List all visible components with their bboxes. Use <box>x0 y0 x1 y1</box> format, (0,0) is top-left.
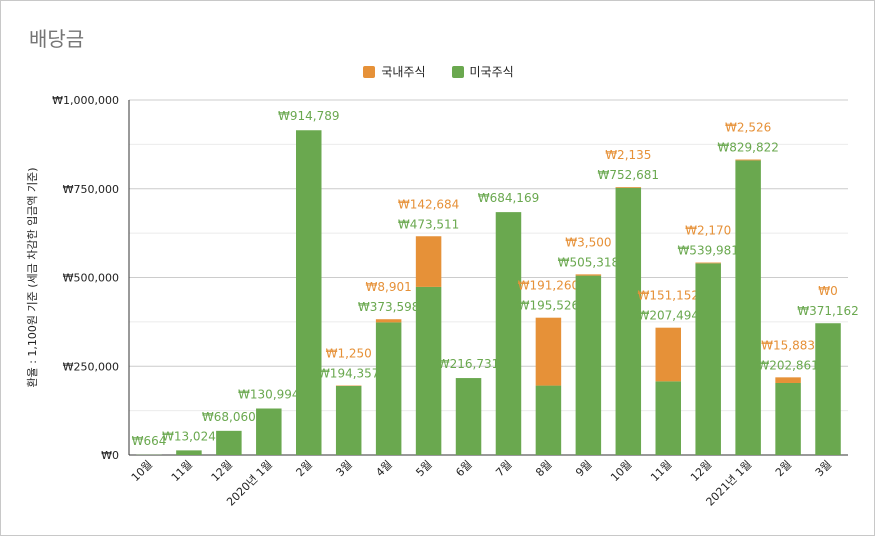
data-label-domestic: ₩151,152 <box>638 289 700 303</box>
chart-legend: 국내주식 미국주식 <box>1 63 875 80</box>
data-label-domestic: ₩15,883 <box>761 338 815 352</box>
bar-us-stock <box>615 187 642 455</box>
x-tick-label: 12월 <box>209 458 235 484</box>
x-tick-label: 4월 <box>373 458 394 479</box>
data-label-us: ₩914,789 <box>278 109 340 123</box>
data-label-us: ₩684,169 <box>478 191 540 205</box>
x-tick-label: 9월 <box>573 458 594 479</box>
y-tick-label: ₩250,000 <box>63 360 119 373</box>
data-label-us: ₩216,731 <box>438 357 500 371</box>
x-tick-label: 3월 <box>813 458 834 479</box>
legend-item-domestic[interactable]: 국내주식 <box>363 63 426 80</box>
data-label-us: ₩207,494 <box>638 309 700 323</box>
x-tick-label: 6월 <box>453 458 474 479</box>
legend-swatch-us <box>451 65 464 78</box>
data-label-us: ₩195,526 <box>518 299 580 313</box>
x-tick-label: 3월 <box>334 458 355 479</box>
bar-us-stock <box>495 212 522 455</box>
y-axis-title: 환율 : 1,100원 기준 (세금 차감한 입금액 기준) <box>26 167 39 387</box>
data-label-us: ₩829,822 <box>717 141 779 155</box>
bar-domestic-stock <box>735 159 761 161</box>
data-label-us: ₩539,981 <box>677 244 739 258</box>
bar-domestic-stock <box>535 317 562 386</box>
bar-us-stock <box>176 450 202 455</box>
x-tick-label: 2월 <box>294 458 315 479</box>
x-tick-label: 11월 <box>169 458 195 484</box>
x-tick-label: 11월 <box>648 458 674 484</box>
bar-us-stock <box>375 322 402 455</box>
legend-label-us: 미국주식 <box>469 65 514 79</box>
data-label-domestic: ₩191,260 <box>518 279 580 293</box>
data-label-domestic: ₩1,250 <box>326 347 372 361</box>
bar-us-stock <box>256 408 282 455</box>
bar-us-stock <box>296 130 322 455</box>
legend-item-us[interactable]: 미국주식 <box>451 63 514 80</box>
legend-swatch-domestic <box>363 65 376 78</box>
data-label-us: ₩505,318 <box>558 255 620 269</box>
data-label-us: ₩202,861 <box>757 358 819 372</box>
data-label-domestic: ₩2,170 <box>685 224 731 238</box>
bar-us-stock <box>335 386 362 455</box>
data-label-us: ₩371,162 <box>797 304 859 318</box>
legend-label-domestic: 국내주식 <box>381 65 426 79</box>
y-tick-label: ₩1,000,000 <box>52 94 119 107</box>
y-tick-label: ₩500,000 <box>63 272 119 285</box>
bar-us-stock <box>216 430 242 455</box>
bar-us-stock <box>655 381 681 455</box>
data-label-domestic: ₩3,500 <box>565 235 611 249</box>
data-label-domestic: ₩142,684 <box>398 197 460 211</box>
chart-title: 배당금 <box>29 27 85 51</box>
data-label-domestic: ₩2,526 <box>725 121 771 135</box>
bar-domestic-stock <box>575 274 602 276</box>
data-label-us: ₩664 <box>132 434 167 448</box>
y-tick-label: ₩750,000 <box>63 183 119 196</box>
bar-us-stock <box>815 323 841 455</box>
data-label-us: ₩194,357 <box>318 367 380 381</box>
bar-domestic-stock <box>615 187 642 188</box>
data-label-us: ₩68,060 <box>202 410 256 424</box>
data-label-us: ₩13,024 <box>162 429 216 443</box>
bar-us-stock <box>455 378 482 455</box>
bar-us-stock <box>775 382 801 455</box>
bar-us-stock <box>735 160 761 455</box>
data-label-us: ₩752,681 <box>598 168 660 182</box>
bar-domestic-stock <box>415 236 442 287</box>
bar-us-stock <box>415 286 442 455</box>
bar-domestic-stock <box>775 377 801 383</box>
x-tick-label: 5월 <box>413 458 434 479</box>
data-label-domestic: ₩2,135 <box>605 148 651 162</box>
x-tick-label: 10월 <box>129 458 155 484</box>
bar-domestic-stock <box>375 319 402 323</box>
x-tick-label: 2월 <box>773 458 794 479</box>
bar-us-stock <box>535 385 562 455</box>
bar-us-stock <box>575 275 602 455</box>
x-tick-label: 8월 <box>533 458 554 479</box>
x-tick-label: 10월 <box>608 458 634 484</box>
data-label-us: ₩473,511 <box>398 217 460 231</box>
x-tick-label: 7월 <box>493 458 514 479</box>
x-tick-label: 12월 <box>688 458 714 484</box>
y-tick-label: ₩0 <box>101 449 119 462</box>
data-label-us: ₩373,598 <box>358 300 420 314</box>
bar-us-stock <box>695 263 721 455</box>
bar-domestic-stock <box>695 262 721 264</box>
bar-domestic-stock <box>655 327 681 382</box>
data-label-us: ₩130,994 <box>238 387 300 401</box>
data-label-domestic: ₩8,901 <box>366 280 412 294</box>
data-label-domestic: ₩0 <box>818 284 838 298</box>
